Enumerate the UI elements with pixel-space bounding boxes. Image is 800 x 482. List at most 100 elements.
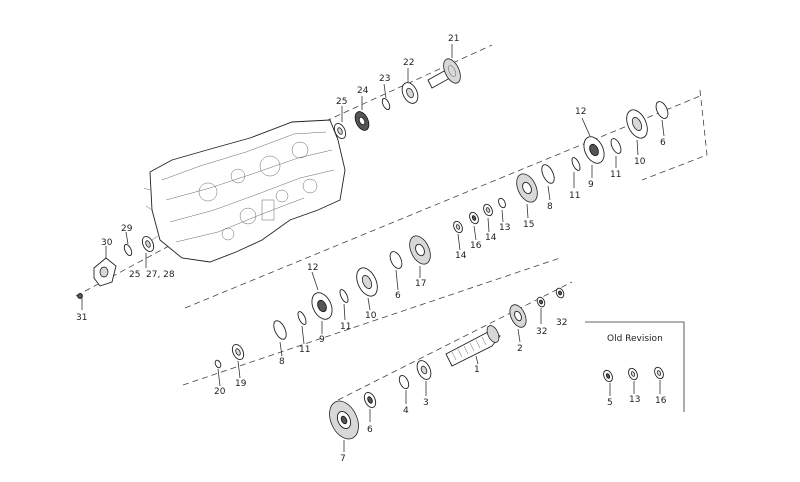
countershaft-upper-group [389, 101, 669, 291]
axis-input-shaft [337, 281, 573, 401]
callout-27-28: 27, 28 [146, 270, 175, 280]
part-11-ring-upper-b [571, 157, 581, 188]
part-21-main-shaft [427, 44, 461, 89]
callout-6-lower: 6 [367, 425, 373, 435]
callout-11-upper: 11 [610, 170, 621, 180]
part-14-bearing-upper-b [453, 220, 463, 251]
old-revision-frame [585, 321, 685, 412]
part-25-27-28-bearing [141, 235, 155, 268]
callout-25-rear: 25 [129, 270, 140, 280]
part-10-synchro-lower [356, 267, 378, 311]
transmission-housing [143, 119, 346, 263]
callout-19: 19 [235, 379, 247, 389]
callout-16-upper: 16 [470, 241, 482, 251]
part-3-bearing [416, 360, 432, 396]
axis-countershaft-lower [182, 257, 561, 386]
part-11-ring-lower [339, 289, 349, 321]
callout-30: 30 [101, 238, 113, 248]
part-8-ring-lower [273, 320, 287, 357]
callout-32-a: 32 [556, 318, 567, 328]
callout-13-upper: 13 [499, 223, 510, 233]
part-19-bearing [231, 343, 245, 379]
callout-10-lower: 10 [365, 311, 377, 321]
part-29-seal [123, 231, 133, 257]
part-31-bolt [77, 293, 83, 310]
callout-14-upper: 14 [485, 233, 497, 243]
part-11-ring-lower-b [297, 311, 307, 345]
old-revision-box [585, 321, 685, 412]
part-15-gear [516, 173, 538, 219]
part-13-washer-upper [498, 197, 506, 223]
part-7-gear [329, 400, 359, 452]
countershaft-lower-group [214, 267, 378, 387]
callout-15: 15 [523, 220, 534, 230]
part-24-gear [354, 96, 370, 131]
part-32-nut-a [555, 287, 565, 299]
part-22-bearing [401, 68, 419, 104]
axis-lines [75, 44, 708, 401]
part-2-gear [509, 304, 527, 343]
old-rev-part-5 [603, 369, 613, 396]
rear-cover-group [77, 231, 155, 310]
callout-6-upper: 6 [660, 138, 666, 148]
part-14-bearing-upper [483, 203, 493, 233]
callout-31: 31 [76, 313, 87, 323]
callout-17: 17 [415, 279, 426, 289]
callout-20: 20 [214, 387, 226, 397]
part-17-gear [409, 235, 431, 278]
part-16-bearing-upper [469, 211, 479, 241]
part-9-gear-upper [581, 117, 605, 178]
part-6-ring-upper [655, 101, 669, 137]
callout-labels: 21 22 23 24 25 12 6 10 11 9 11 8 15 13 1… [76, 34, 667, 464]
part-8-ring-upper [541, 164, 555, 201]
callout-8-upper: 8 [547, 202, 553, 212]
part-4-washer [398, 374, 410, 404]
callout-32-b: 32 [536, 327, 547, 337]
callout-11-lower: 11 [340, 322, 351, 332]
callout-25: 25 [336, 97, 347, 107]
callout-14-upper-b: 14 [455, 251, 467, 261]
part-11-ring-upper [610, 138, 622, 168]
callout-12-upper: 12 [575, 107, 586, 117]
callout-9-upper: 9 [588, 180, 594, 190]
callout-3: 3 [423, 398, 429, 408]
callout-29: 29 [121, 224, 133, 234]
callout-11-upper-b: 11 [569, 191, 580, 201]
callout-4: 4 [403, 406, 409, 416]
callout-9-lower: 9 [319, 335, 325, 345]
part-32-nut-b [536, 296, 546, 324]
old-rev-part-16 [654, 366, 664, 394]
part-25-bearing [333, 106, 347, 140]
old-revision-label: Old Revision [607, 334, 663, 344]
callout-13-old: 13 [629, 395, 640, 405]
callout-5-old: 5 [607, 398, 613, 408]
part-23-snap-ring [381, 83, 391, 111]
callout-23: 23 [379, 74, 390, 84]
callout-2: 2 [517, 344, 523, 354]
part-9-gear-lower [311, 271, 333, 334]
main-shaft-group [333, 44, 461, 140]
part-10-synchro-upper [626, 109, 648, 156]
callout-6-mid: 6 [395, 291, 401, 301]
callout-11-lower-b: 11 [299, 345, 310, 355]
part-6-bearing-lower [363, 391, 377, 422]
callout-21: 21 [448, 34, 459, 44]
axis-end-bracket [641, 89, 708, 181]
callout-1: 1 [474, 365, 480, 375]
callout-12-lower: 12 [307, 263, 318, 273]
callout-22: 22 [403, 58, 414, 68]
part-1-input-shaft [445, 325, 501, 367]
callout-16-old: 16 [655, 396, 667, 406]
part-20-nut [214, 359, 222, 387]
part-6-ring-mid [389, 251, 403, 291]
input-shaft-group [329, 287, 565, 452]
callout-7: 7 [340, 454, 346, 464]
callout-10-upper: 10 [634, 157, 646, 167]
axis-countershaft-upper [184, 95, 701, 309]
part-30-cover [93, 246, 117, 287]
callout-24: 24 [357, 86, 369, 96]
old-rev-part-13 [628, 367, 638, 394]
callout-8-lower: 8 [279, 357, 285, 367]
